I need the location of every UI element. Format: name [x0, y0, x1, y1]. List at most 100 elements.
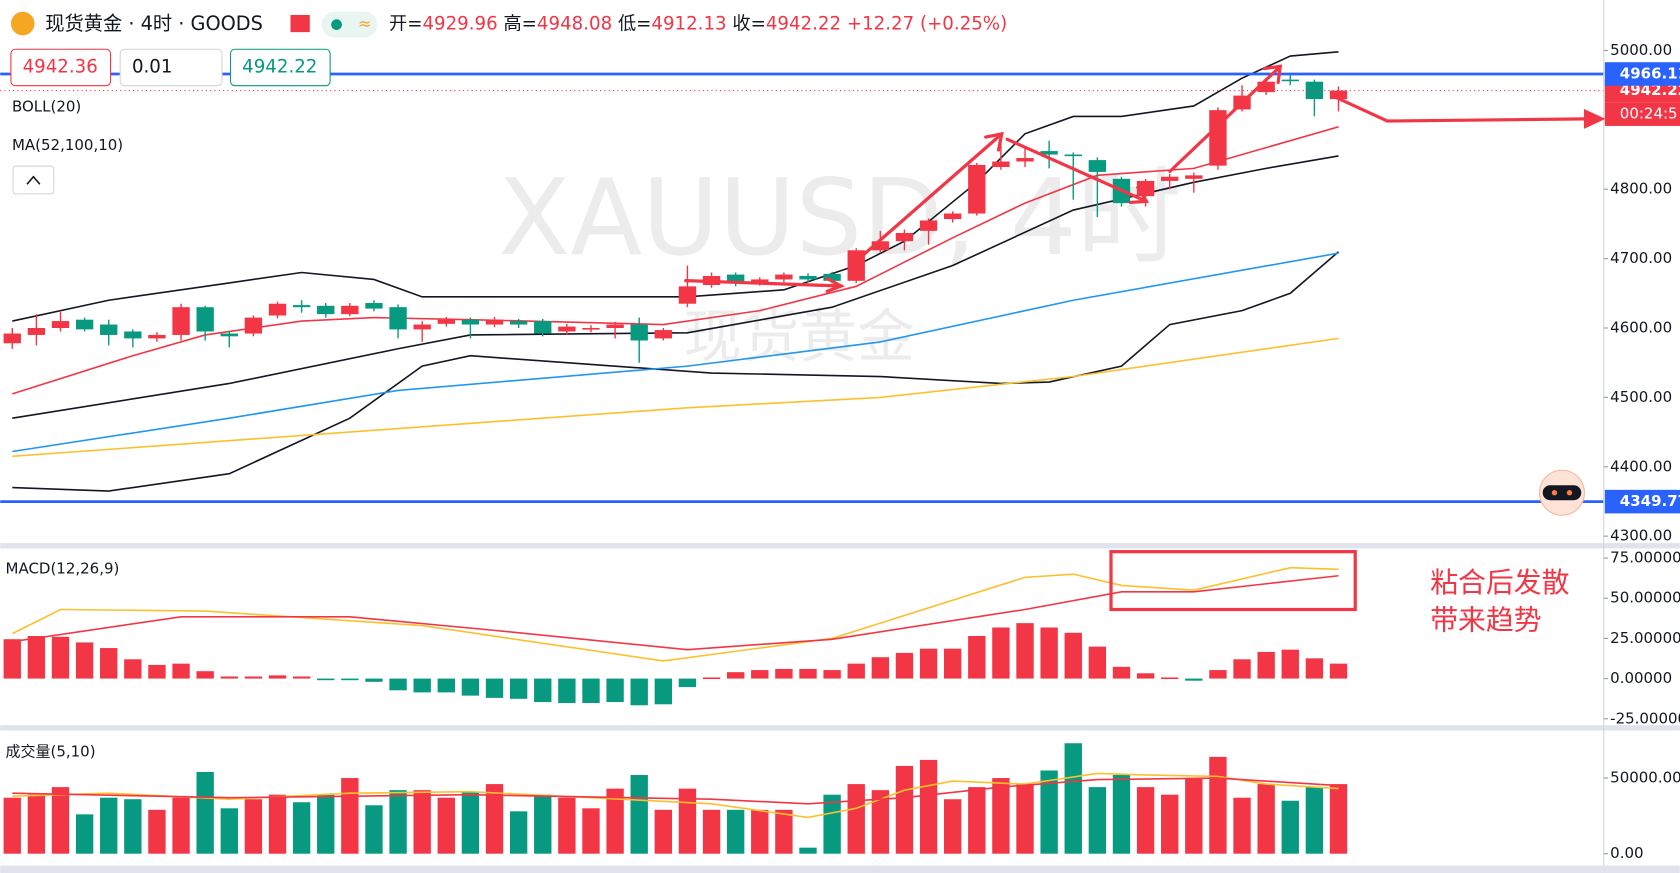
candle-body: [268, 303, 287, 316]
volume-bar: [268, 794, 287, 854]
histogram-bar: [1016, 623, 1034, 679]
sell-button[interactable]: [10, 48, 112, 87]
indicator-line: [12, 155, 1339, 419]
volume-bar: [871, 790, 890, 854]
volume-bar: [895, 765, 914, 854]
candle-body: [148, 334, 166, 339]
histogram-bar: [1112, 666, 1131, 679]
histogram-bar: [678, 678, 697, 688]
histogram-bar: [268, 675, 287, 679]
histogram-bar: [871, 657, 890, 679]
y-tick-label: 75.00000: [1610, 549, 1680, 567]
candle-body: [1088, 160, 1107, 172]
indicator-line: [12, 252, 1339, 453]
change-pct: (+0.25%): [920, 14, 1007, 35]
candle-body: [1209, 110, 1227, 166]
ohlc-label: 开=: [389, 14, 422, 35]
histogram-bar: [654, 678, 673, 705]
volume-bar: [702, 809, 721, 854]
histogram-bar: [124, 659, 142, 679]
collapse-button[interactable]: [12, 165, 55, 195]
change: +12.27: [847, 14, 914, 35]
candle-body: [992, 161, 1010, 168]
histogram-bar: [461, 678, 480, 696]
histogram-bar: [630, 678, 648, 706]
arrow-head: [984, 131, 1004, 152]
candle-body: [75, 319, 94, 330]
histogram-bar: [1185, 678, 1203, 681]
histogram-bar: [895, 652, 914, 679]
quantity-input[interactable]: [119, 48, 223, 87]
candle-body: [1064, 154, 1082, 157]
candle-body: [461, 319, 480, 325]
symbol[interactable]: 现货黄金 · 4时 · GOODS: [45, 12, 263, 35]
ohlc-label: 高=: [503, 14, 536, 35]
ohlc-label: 低=: [618, 14, 651, 35]
buy-button[interactable]: [229, 48, 331, 87]
candle-body: [751, 279, 769, 283]
indicator-line: [11, 566, 1339, 662]
status-pill[interactable]: [321, 11, 378, 38]
volume-bar: [1136, 787, 1155, 854]
indicator-line: [12, 251, 1340, 492]
assistant-face: [1542, 485, 1582, 501]
candle-body: [100, 324, 118, 335]
volume-bar: [341, 778, 359, 854]
histogram-bar: [606, 678, 624, 703]
histogram-bar: [196, 671, 214, 679]
price-tag: [1604, 62, 1680, 86]
indicator-line: [12, 574, 1339, 651]
volume-bar: [847, 784, 865, 854]
indicator-label[interactable]: MA(52,100,10): [12, 136, 123, 154]
assistant-icon[interactable]: [1538, 469, 1585, 516]
candle-body: [1016, 158, 1034, 162]
histogram-bar: [1088, 646, 1107, 679]
volume-bar: [968, 787, 986, 854]
indicator-label[interactable]: 成交量(5,10): [6, 742, 96, 760]
volume-bar: [1064, 743, 1082, 854]
candle-body: [558, 326, 576, 332]
histogram-bar: [1136, 673, 1155, 679]
volume-bar: [244, 799, 263, 854]
highlight-box: [1109, 550, 1357, 612]
histogram-bar: [1281, 649, 1299, 679]
volume-bar: [100, 797, 118, 854]
volume-bar: [1016, 784, 1034, 854]
candle-body: [1329, 90, 1348, 100]
histogram-bar: [992, 627, 1010, 679]
candle-body: [534, 321, 552, 334]
histogram-bar: [944, 648, 962, 679]
candle-body: [726, 274, 745, 283]
volume-bar: [1112, 775, 1131, 854]
y-tick-label: 5000.00: [1610, 41, 1672, 59]
volume-bar: [389, 790, 407, 854]
volume-bar: [437, 797, 455, 854]
volume-bar: [1185, 778, 1203, 854]
volume-bar: [172, 797, 190, 854]
candle-body: [1305, 81, 1324, 100]
arrow: [1332, 94, 1588, 123]
ohlc-value: 4929.96: [422, 14, 497, 35]
candle-body: [1185, 175, 1203, 179]
candle-body: [968, 164, 986, 214]
indicator-label[interactable]: MACD(12,26,9): [6, 559, 120, 577]
pane-separator: [0, 543, 1680, 549]
candle-body: [3, 333, 21, 344]
candle-body: [509, 321, 528, 325]
arrow-head: [1583, 108, 1606, 129]
histogram-bar: [220, 676, 238, 679]
volume-bar: [51, 787, 70, 854]
flag-icon[interactable]: [290, 14, 310, 33]
candle-body: [317, 305, 335, 315]
histogram-bar: [726, 672, 745, 679]
indicator-label[interactable]: BOLL(20): [12, 98, 81, 116]
y-tick-label: 0.00: [1610, 844, 1643, 862]
ohlc: 开=4929.96 高=4948.08 低=4912.13 收=4942.22 …: [389, 14, 1007, 35]
watermark: 现货黄金: [684, 303, 915, 371]
watermark: XAUUSD, 4时: [498, 157, 1181, 279]
arrow: [684, 279, 843, 288]
histogram-bar: [365, 678, 383, 682]
histogram-bar: [1329, 663, 1348, 679]
status-icon: ≈: [358, 14, 371, 33]
